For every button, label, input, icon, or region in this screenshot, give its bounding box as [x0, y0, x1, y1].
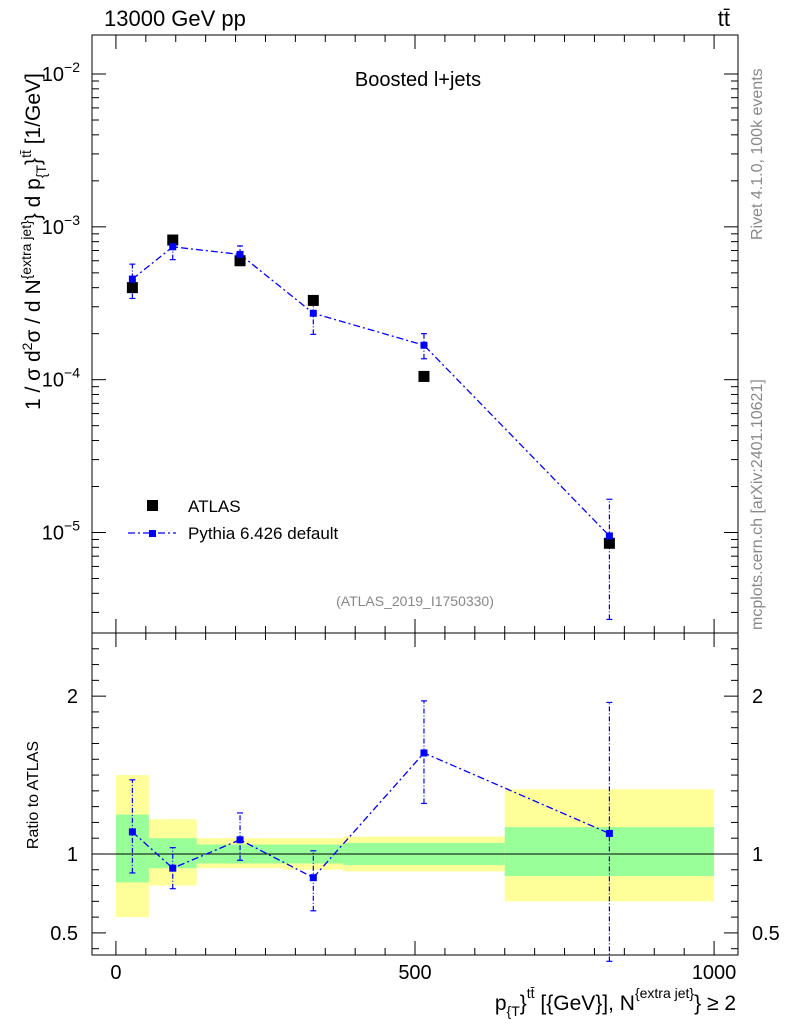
main-y-tick-label: 10−2: [42, 59, 80, 86]
ratio-y-tick-label-right: 2: [752, 686, 763, 708]
pythia-point: [128, 275, 136, 283]
main-y-tick-label: 10−4: [42, 365, 80, 392]
atlas-point: [167, 234, 179, 246]
ratio-point: [128, 828, 136, 836]
watermark: (ATLAS_2019_I1750330): [336, 593, 494, 609]
pythia-point: [420, 341, 428, 349]
ratio-y-tick-label-right: 0.5: [752, 923, 780, 945]
atlas-point: [307, 294, 319, 306]
process-label: tt̄: [718, 6, 730, 31]
x-tick-label: 500: [398, 962, 431, 984]
x-tick-label: 1000: [692, 962, 737, 984]
ratio-point: [236, 836, 244, 844]
ratio-y-axis-label: Ratio to ATLAS: [25, 741, 42, 849]
atlas-point: [126, 282, 138, 294]
main-y-tick-label: 10−3: [42, 212, 80, 239]
ratio-y-tick-label-left: 0.5: [50, 923, 78, 945]
legend-atlas-marker: [147, 500, 158, 511]
main-y-axis-label: 1 / σ d2σ / d N{extra jet}} d p{T}tt̄ [1…: [18, 73, 49, 410]
atlas-point: [603, 537, 615, 549]
ratio-series-line: [131, 752, 610, 879]
pythia-point: [605, 532, 613, 540]
legend: ATLAS Pythia 6.426 default: [128, 497, 339, 543]
mcplots-label: mcplots.cern.ch [arXiv:2401.10621]: [749, 379, 766, 630]
rivet-label: Rivet 4.1.0, 100k events: [749, 68, 766, 240]
atlas-point: [234, 255, 246, 267]
ratio-point: [605, 829, 613, 837]
ratio-point: [420, 749, 428, 757]
ratio-point: [169, 864, 177, 872]
atlas-point: [418, 370, 430, 382]
pythia-point: [169, 243, 177, 251]
ratio-y-tick-label-left: 2: [67, 686, 78, 708]
x-tick-label: 0: [110, 962, 121, 984]
ratio-y-tick-label-right: 1: [752, 844, 763, 866]
pythia-point: [309, 309, 317, 317]
pythia-point: [236, 250, 244, 258]
main-plot-title: Boosted l+jets: [355, 69, 481, 91]
energy-label: 13000 GeV pp: [104, 6, 246, 31]
main-y-tick-label: 10−5: [42, 518, 80, 545]
pythia-series-line: [131, 246, 610, 537]
x-axis-label: p{T}tt̄ [{GeV}], N{extra jet}} ≥ 2: [495, 985, 736, 1019]
legend-atlas-label: ATLAS: [188, 497, 241, 516]
ratio-point: [309, 874, 317, 882]
legend-pythia-marker: [149, 530, 156, 537]
main-plot-panel: 10−5 10−4 10−3 10−2 Boosted l+jets (ATLAS_2…: [18, 34, 739, 634]
ratio-plot-panel: 0.5 0.5 1 1 2 2 0 500 1000 Ratio to ATLAS: [25, 632, 780, 984]
main-plot-frame: [91, 34, 739, 634]
legend-pythia-label: Pythia 6.426 default: [188, 524, 339, 543]
ratio-y-tick-label-left: 1: [67, 844, 78, 866]
